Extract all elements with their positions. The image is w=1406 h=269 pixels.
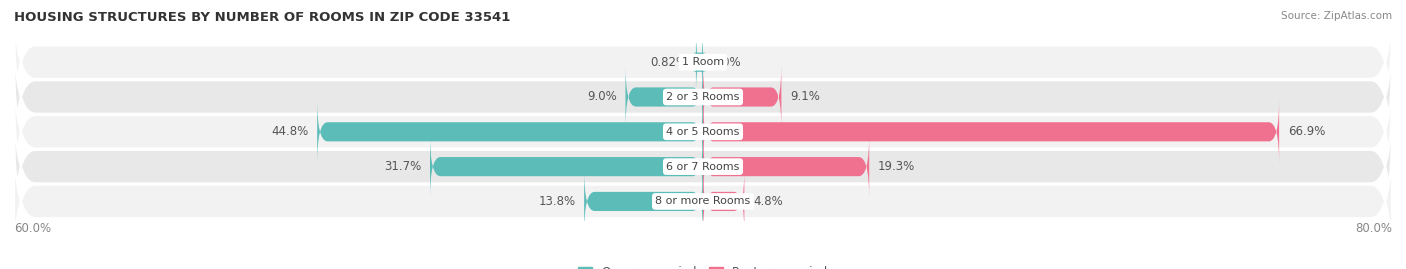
Text: 4 or 5 Rooms: 4 or 5 Rooms — [666, 127, 740, 137]
FancyBboxPatch shape — [626, 65, 703, 129]
Text: 8 or more Rooms: 8 or more Rooms — [655, 196, 751, 206]
FancyBboxPatch shape — [14, 27, 1392, 167]
Text: 9.1%: 9.1% — [790, 90, 820, 104]
Text: 0.82%: 0.82% — [650, 56, 688, 69]
FancyBboxPatch shape — [693, 30, 706, 94]
FancyBboxPatch shape — [703, 100, 1279, 164]
FancyBboxPatch shape — [14, 62, 1392, 202]
FancyBboxPatch shape — [14, 96, 1392, 237]
Legend: Owner-occupied, Renter-occupied: Owner-occupied, Renter-occupied — [574, 262, 832, 269]
Text: 4.8%: 4.8% — [754, 195, 783, 208]
Text: HOUSING STRUCTURES BY NUMBER OF ROOMS IN ZIP CODE 33541: HOUSING STRUCTURES BY NUMBER OF ROOMS IN… — [14, 11, 510, 24]
FancyBboxPatch shape — [703, 65, 782, 129]
Text: 9.0%: 9.0% — [588, 90, 617, 104]
Text: 44.8%: 44.8% — [271, 125, 308, 138]
FancyBboxPatch shape — [430, 134, 703, 199]
Text: 0.0%: 0.0% — [711, 56, 741, 69]
Text: 31.7%: 31.7% — [384, 160, 422, 173]
FancyBboxPatch shape — [583, 169, 703, 234]
Text: 13.8%: 13.8% — [538, 195, 575, 208]
Text: 60.0%: 60.0% — [14, 222, 51, 235]
Text: 2 or 3 Rooms: 2 or 3 Rooms — [666, 92, 740, 102]
FancyBboxPatch shape — [14, 131, 1392, 269]
FancyBboxPatch shape — [703, 134, 869, 199]
Text: 6 or 7 Rooms: 6 or 7 Rooms — [666, 162, 740, 172]
Text: 80.0%: 80.0% — [1355, 222, 1392, 235]
FancyBboxPatch shape — [318, 100, 703, 164]
FancyBboxPatch shape — [703, 169, 744, 234]
FancyBboxPatch shape — [14, 0, 1392, 133]
Text: Source: ZipAtlas.com: Source: ZipAtlas.com — [1281, 11, 1392, 21]
Text: 19.3%: 19.3% — [877, 160, 915, 173]
Text: 66.9%: 66.9% — [1288, 125, 1324, 138]
Text: 1 Room: 1 Room — [682, 57, 724, 67]
